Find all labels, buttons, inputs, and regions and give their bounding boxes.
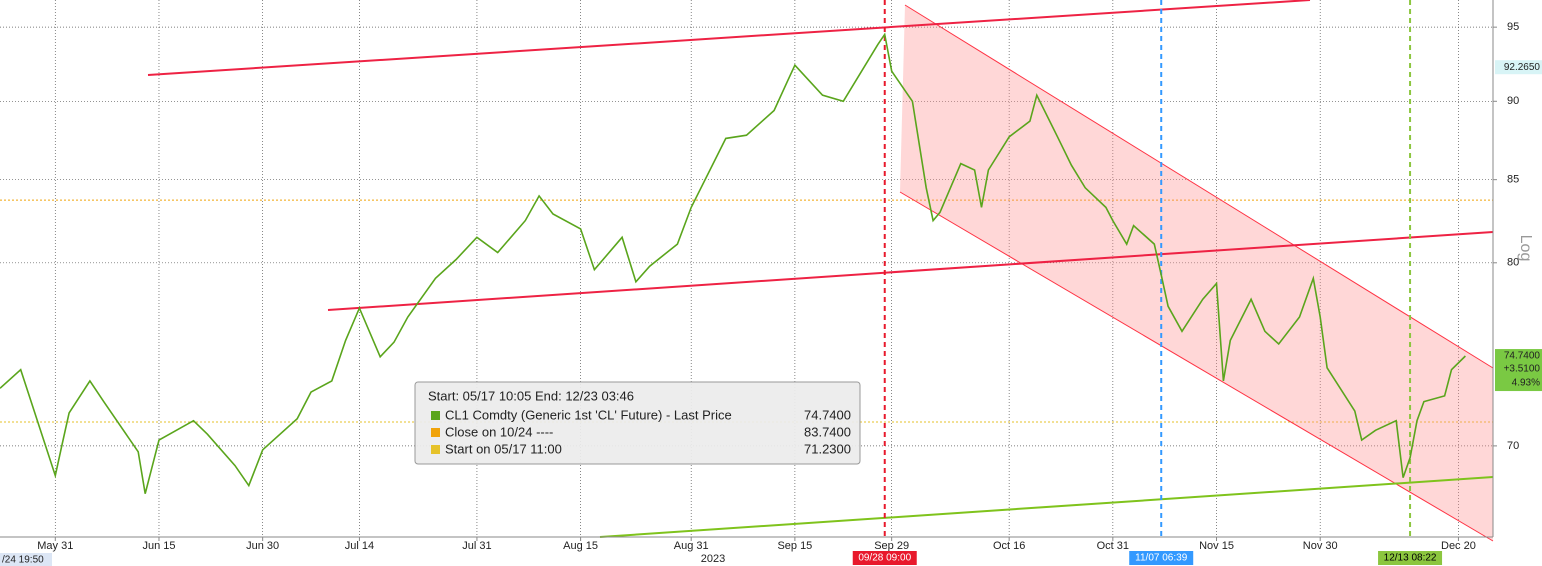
event-marker-label: 11/07 06:39 [1135,553,1188,564]
regression-channel [900,5,1493,541]
y-axis-label: Log [1517,235,1534,262]
x-tick-label: Sep 29 [874,540,909,552]
trend-line [327,231,1494,311]
legend-label: CL1 Comdty (Generic 1st 'CL' Future) - L… [445,407,732,422]
crosshair-label: /24 19:50 [2,555,44,566]
x-tick-label: Oct 16 [993,540,1025,552]
last-price-box [1495,349,1542,392]
x-tick-label: Jun 30 [246,540,279,552]
x-tick-label: Oct 31 [1097,540,1129,552]
legend-value: 71.2300 [804,441,851,456]
event-marker-box [1129,551,1194,565]
legend-swatch [431,428,440,437]
trend-line [147,0,1311,76]
x-tick-label: Aug 15 [563,540,598,552]
event-marker-box [852,551,917,565]
y-tick-label: 80 [1507,257,1519,269]
event-marker-box [1378,551,1443,565]
legend-box [414,381,861,465]
event-marker-label: 09/28 09:00 [858,553,911,564]
crosshair-box [0,553,52,566]
y-tick-label: 95 [1507,21,1519,33]
event-marker-label: 12/13 08:22 [1384,553,1437,564]
x-tick-label: Aug 31 [674,540,709,552]
x-tick-label: May 31 [37,540,73,552]
plot [0,0,1466,537]
x-tick-label: Nov 15 [1199,540,1234,552]
y-tick-label: 70 [1507,440,1519,452]
legend-swatch [431,411,440,420]
study-label: 92.2650 [1504,62,1541,73]
trend-line [599,476,1494,538]
legend-value: 83.7400 [804,424,851,439]
legend-label: Close on 10/24 ---- [445,424,553,439]
x-tick-label: Dec 20 [1441,540,1476,552]
y-tick-label: 85 [1507,174,1519,186]
x-tick-label: Sep 15 [777,540,812,552]
study-box [1495,60,1542,75]
legend-label: Start on 05/17 11:00 [445,441,562,456]
price-line [0,32,1466,494]
x-tick-label: Nov 30 [1303,540,1338,552]
legend-swatch [431,445,440,454]
change-pct-label: 4.93% [1512,378,1540,389]
channel-upper [904,4,1494,369]
x-tick-label: Jul 31 [462,540,491,552]
x-tick-label: Jul 14 [345,540,374,552]
change-label: +3.5100 [1504,364,1541,375]
year-label: 2023 [701,553,725,565]
legend: Start: 05/17 10:05 End: 12/23 03:46 CL1 … [414,381,861,465]
legend-value: 74.7400 [804,407,851,422]
x-tick-label: Jun 15 [142,540,175,552]
y-tick-label: 90 [1507,95,1519,107]
last-price-label: 74.7400 [1504,351,1541,362]
legend-header: Start: 05/17 10:05 End: 12/23 03:46 [428,388,634,403]
